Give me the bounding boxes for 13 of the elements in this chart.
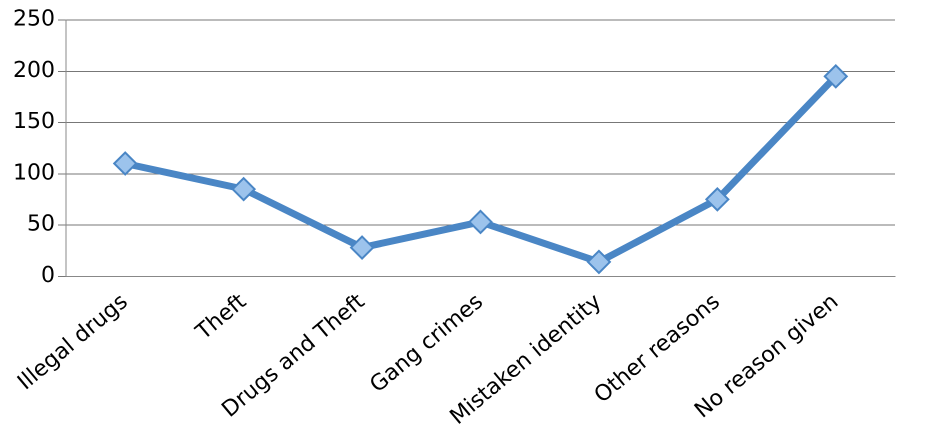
point xyxy=(586,250,611,274)
point xyxy=(824,64,848,88)
y-tick-label: 50 xyxy=(26,212,55,237)
point xyxy=(232,177,256,202)
y-tick-label: 250 xyxy=(12,6,55,32)
y-tick-label: 200 xyxy=(12,58,55,83)
point xyxy=(705,187,730,212)
point xyxy=(350,236,374,260)
y-tick-label: 100 xyxy=(12,160,55,186)
y-tick-label: 150 xyxy=(12,109,55,134)
y-tick-label: 0 xyxy=(40,262,55,288)
point xyxy=(113,152,138,176)
point xyxy=(468,210,492,234)
